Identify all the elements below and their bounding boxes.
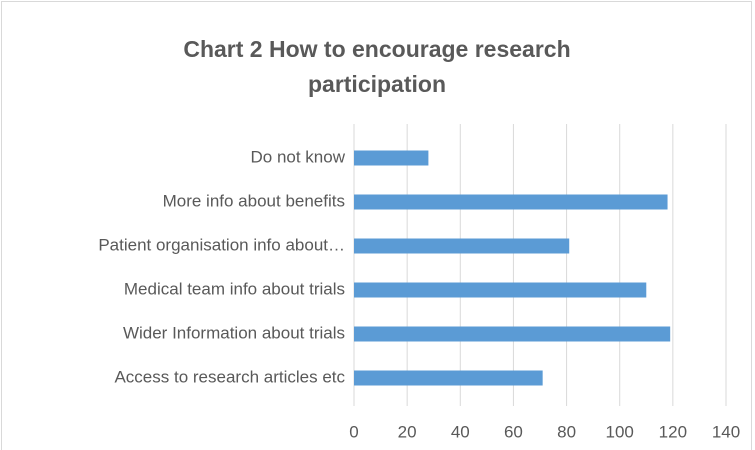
x-tick-label: 60 — [504, 422, 523, 441]
x-tick-label: 120 — [659, 422, 687, 441]
bar — [354, 150, 429, 166]
y-tick-label: Wider Information about trials — [123, 323, 345, 342]
x-tick-label: 100 — [606, 422, 634, 441]
x-tick-label: 140 — [712, 422, 740, 441]
x-tick-label: 40 — [451, 422, 470, 441]
x-tick-label: 20 — [398, 422, 417, 441]
chart-title: Chart 2 How to encourage research partic… — [183, 36, 571, 97]
bar — [354, 326, 671, 342]
bar — [354, 238, 570, 254]
y-tick-label: Medical team info about trials — [124, 279, 345, 298]
bar — [354, 370, 543, 386]
x-tick-label: 80 — [557, 422, 576, 441]
x-tick-label: 0 — [349, 422, 358, 441]
y-tick-label: Do not know — [251, 147, 346, 166]
bar — [354, 282, 647, 298]
y-tick-label: Patient organisation info about… — [98, 235, 345, 254]
y-tick-label: More info about benefits — [163, 191, 345, 210]
y-tick-label: Access to research articles etc — [114, 367, 345, 386]
bar — [354, 194, 668, 210]
